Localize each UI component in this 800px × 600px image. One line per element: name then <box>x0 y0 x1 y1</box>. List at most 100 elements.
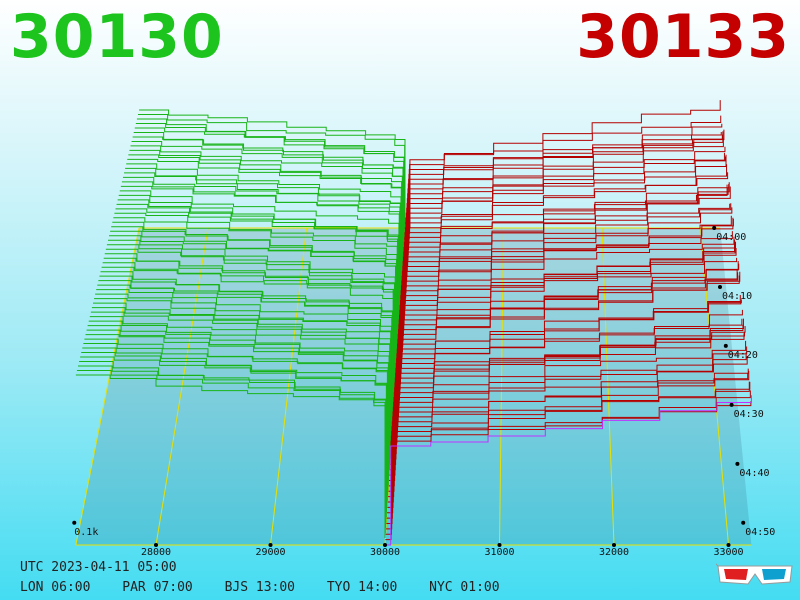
bid-depth-line <box>85 334 389 491</box>
x-tick-dot <box>383 543 387 547</box>
ask-depth-line <box>387 373 749 508</box>
bid-depth-line <box>92 302 391 454</box>
ask-depth-line <box>399 182 730 320</box>
ask-depth-line <box>390 309 743 455</box>
bid-depth-line <box>139 109 406 224</box>
x-tick-label: 28000 <box>141 547 171 558</box>
bid-price: 30130 <box>10 2 224 72</box>
bid-depth-line <box>124 172 401 299</box>
x-tick-dot <box>268 543 273 547</box>
ask-depth-line <box>400 164 728 293</box>
bid-depth-line <box>105 248 395 390</box>
ask-depth-line <box>403 123 723 245</box>
timezone-list: LON 06:00 PAR 07:00 BJS 13:00 TYO 14:00 … <box>20 580 524 595</box>
utc-time: UTC 2023-04-11 05:00 <box>20 560 177 575</box>
ask-depth-line <box>396 236 735 369</box>
bid-depth-line <box>119 190 400 320</box>
tz-paris: PAR 07:00 <box>122 580 193 595</box>
ask-depth-line <box>400 172 729 304</box>
x-tick-dot <box>726 543 731 547</box>
ask-depth-line <box>396 218 734 363</box>
ask-depth-line <box>401 146 726 277</box>
ask-depth-line <box>387 355 748 503</box>
time-tick-dot <box>718 284 723 289</box>
ask-depth-line <box>398 203 732 336</box>
base-plane <box>75 228 752 545</box>
ask-depth-line <box>404 115 722 234</box>
chart-shadow <box>75 228 752 545</box>
x-tick-label: 32000 <box>599 547 629 558</box>
ask-depth-line <box>387 368 749 514</box>
ask-depth-line <box>385 390 751 535</box>
ask-depth-line <box>397 207 733 347</box>
bid-depth-line <box>129 149 403 273</box>
x-tick-dot <box>154 543 158 547</box>
ask-depth-line <box>385 395 752 546</box>
tz-london: LON 06:00 <box>20 580 91 595</box>
ask-depth-line <box>386 381 751 530</box>
bid-depth-line <box>77 365 387 528</box>
time-tick-label: 04:20 <box>728 350 758 361</box>
x-tick-label: 29000 <box>255 547 285 558</box>
ask-depth-line <box>389 326 746 482</box>
bid-depth-line <box>75 374 386 538</box>
x-tick-label: 33000 <box>713 547 743 558</box>
bid-depth-line <box>122 176 401 304</box>
bid-depth-line <box>101 266 394 411</box>
bid-depth-line <box>80 356 387 517</box>
bid-depth-line <box>120 185 400 315</box>
bid-depth-line <box>137 113 406 230</box>
ask-depth-line <box>401 154 727 288</box>
z-tick-label: 0.1k <box>74 527 98 538</box>
bid-depth-line <box>115 208 399 342</box>
time-tick-dot <box>729 402 734 407</box>
tz-beijing: BJS 13:00 <box>224 580 296 595</box>
bid-depth-line <box>117 199 399 331</box>
bid-depth-line <box>112 221 398 358</box>
ask-depth-line <box>393 263 740 417</box>
bid-depth-line <box>102 262 394 406</box>
time-tick-label: 04:50 <box>745 527 775 538</box>
bid-depth-line <box>128 154 403 277</box>
time-tick-dot <box>741 520 746 525</box>
grid-line <box>499 227 504 546</box>
bid-depth-line <box>99 275 393 422</box>
ask-depth-line <box>388 346 748 498</box>
ask-depth-line <box>392 271 741 428</box>
ask-depth-line <box>403 131 724 256</box>
bid-depth-line <box>89 316 390 470</box>
depth-lines <box>75 100 752 546</box>
bid-depth-line <box>87 325 390 481</box>
time-tick-label: 04:30 <box>734 409 764 420</box>
bid-depth-line <box>94 298 392 448</box>
ask-depth-line <box>386 370 750 519</box>
ask-depth-line <box>398 186 731 331</box>
bid-depth-line <box>113 217 398 353</box>
time-tick-dot <box>735 461 740 466</box>
bid-depth-line <box>127 158 402 283</box>
bid-depth-line <box>111 226 397 363</box>
bid-depth-line <box>114 212 398 347</box>
bid-depth-line <box>134 127 405 246</box>
bid-depth-line <box>131 140 404 262</box>
time-tick-dot <box>723 343 728 348</box>
bid-depth-line <box>135 122 405 241</box>
ask-price: 30133 <box>576 2 790 72</box>
bid-depth-line <box>109 235 397 374</box>
bid-depth-line <box>82 347 388 507</box>
ask-depth-line <box>394 257 738 396</box>
ask-depth-line <box>405 100 721 229</box>
bid-depth-line <box>132 136 404 256</box>
3d-glasses-icon[interactable] <box>716 560 794 590</box>
bid-depth-line <box>97 284 393 432</box>
ask-depth-line <box>402 129 725 267</box>
bid-depth-line <box>107 239 396 379</box>
bid-depth-line <box>136 118 405 236</box>
ask-depth-line <box>390 318 744 465</box>
bid-depth-line <box>83 343 388 501</box>
bid-depth-line <box>96 289 392 438</box>
time-tick-label: 04:10 <box>722 291 752 302</box>
order-depth-chart: 28000 29000 30000 31000 32000 33000 0.1k 04:00 0… <box>72 100 775 558</box>
x-tick-label: 31000 <box>484 547 514 558</box>
bid-depth-line <box>126 163 402 288</box>
